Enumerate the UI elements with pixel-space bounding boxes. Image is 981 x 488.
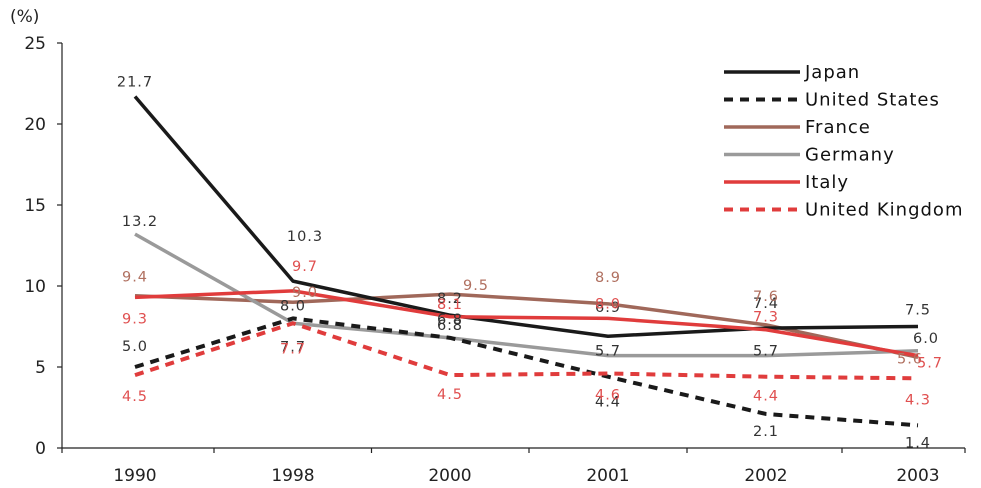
- data-label: 7.7: [280, 339, 306, 355]
- data-label: 5.7: [917, 356, 943, 372]
- data-label: 9.4: [122, 270, 148, 286]
- legend-label: Germany: [805, 145, 895, 166]
- data-label: 9.7: [292, 259, 318, 275]
- data-label: 8.9: [595, 270, 621, 286]
- data-label: 4.5: [122, 389, 148, 405]
- y-tick-label: 5: [35, 358, 46, 378]
- data-labels: 21.7 10.3 8.2 6.9 7.4 7.5 5.0 8.0 6.8 4.4 2.1 1.4 9.…: [117, 74, 943, 451]
- data-label: 9.0: [292, 285, 318, 301]
- axes: 0 5 10 15 20 25 1990 1998 2000 2001 2002 2003: [24, 34, 966, 486]
- data-label: 7.3: [753, 310, 779, 326]
- x-tick-label: 1998: [271, 466, 314, 486]
- data-label: 7.6: [753, 289, 779, 305]
- data-label: 5.0: [122, 339, 148, 355]
- series-line-france: [134, 292, 919, 359]
- legend-label: United States: [805, 90, 940, 111]
- y-axis-unit-label: (%): [10, 7, 39, 27]
- data-label: 8.2: [437, 291, 463, 307]
- data-label: 21.7: [117, 74, 153, 90]
- data-label: 8.0: [595, 296, 621, 312]
- legend-label: Italy: [805, 172, 849, 193]
- series-line-japan: [133, 95, 919, 338]
- data-label: 4.3: [905, 392, 931, 408]
- data-label: 8.0: [280, 298, 306, 314]
- series-line-united-kingdom: [134, 321, 919, 381]
- y-tick-label: 20: [24, 115, 46, 135]
- x-tick-label: 2002: [744, 466, 787, 486]
- series-line-italy: [134, 289, 919, 358]
- data-label: 7.5: [905, 303, 931, 319]
- data-label: 5.7: [595, 344, 621, 360]
- series-lines: [133, 95, 919, 428]
- x-tick-label: 2003: [896, 466, 939, 486]
- data-label: 1.4: [905, 435, 931, 451]
- data-label: 6.9: [595, 300, 621, 316]
- data-label: 2.1: [753, 424, 779, 440]
- legend-label: Japan: [804, 62, 860, 83]
- y-tick-label: 15: [24, 196, 46, 216]
- series-line-germany: [134, 232, 919, 358]
- data-label: 4.6: [595, 387, 621, 403]
- data-label: 8.1: [437, 297, 463, 313]
- data-label: 6.8: [437, 318, 463, 334]
- data-label: 10.3: [287, 229, 323, 245]
- series-line-united-states: [134, 316, 919, 428]
- x-tick-label: 2000: [428, 466, 471, 486]
- data-label: 5.7: [753, 344, 779, 360]
- data-label: 9.5: [463, 278, 489, 294]
- y-tick-label: 10: [24, 277, 46, 297]
- x-tick-label: 2001: [586, 466, 629, 486]
- data-label: 4.4: [595, 395, 621, 411]
- data-label: 4.4: [753, 389, 779, 405]
- legend: Japan United States France Germany Italy Unit…: [724, 62, 963, 221]
- data-label: 4.5: [437, 387, 463, 403]
- data-label: 7.7: [280, 341, 306, 357]
- data-label: 5.6: [897, 351, 923, 367]
- data-label: 6.0: [913, 331, 939, 347]
- data-label: 9.3: [122, 311, 148, 327]
- data-label: 6.8: [437, 312, 463, 328]
- data-label: 7.4: [753, 296, 779, 312]
- y-tick-label: 25: [24, 34, 46, 54]
- legend-label: United Kingdom: [805, 200, 963, 221]
- x-tick-label: 1990: [113, 466, 156, 486]
- data-label: 13.2: [122, 214, 158, 230]
- legend-label: France: [805, 117, 871, 138]
- y-tick-label: 0: [35, 439, 46, 459]
